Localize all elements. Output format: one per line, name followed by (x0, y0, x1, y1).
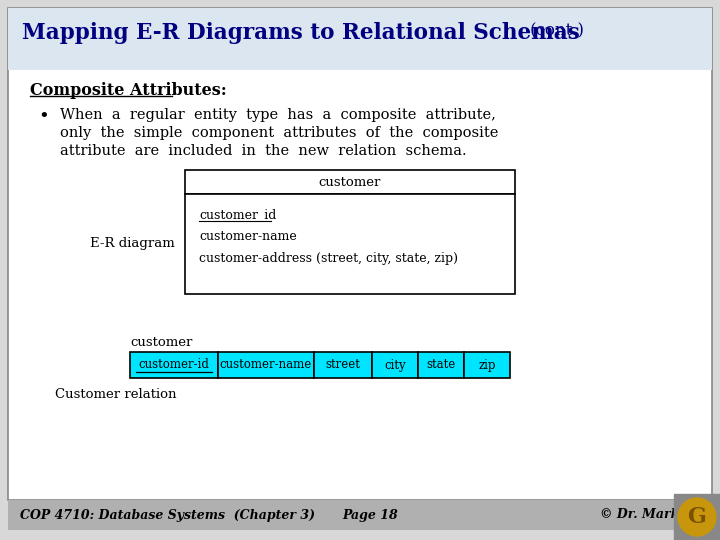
Circle shape (678, 498, 716, 536)
Text: (cont.): (cont.) (530, 22, 585, 39)
Text: city: city (384, 359, 406, 372)
Bar (464, 352, 510, 378)
Text: •: • (38, 108, 49, 126)
Text: © Dr. Mark: © Dr. Mark (600, 509, 679, 522)
Text: Mapping E-R Diagrams to Relational Schemas: Mapping E-R Diagrams to Relational Schem… (22, 22, 588, 44)
Text: customer-id: customer-id (138, 359, 210, 372)
Text: customer-name: customer-name (220, 359, 312, 372)
Text: G: G (688, 506, 706, 528)
Text: Composite Attributes:: Composite Attributes: (30, 82, 227, 99)
Text: state: state (426, 359, 456, 372)
Text: customer: customer (130, 336, 192, 349)
Text: only  the  simple  component  attributes  of  the  composite: only the simple component attributes of … (60, 126, 498, 140)
Bar (185, 170, 515, 194)
Text: customer-address (street, city, state, zip): customer-address (street, city, state, z… (199, 252, 458, 265)
Bar (8, 500, 712, 530)
Bar (314, 352, 372, 378)
Bar (372, 352, 418, 378)
Text: customer_id: customer_id (199, 208, 276, 221)
Text: Page 18: Page 18 (342, 509, 398, 522)
Text: Customer relation: Customer relation (55, 388, 176, 401)
Bar (130, 352, 218, 378)
Text: E-R diagram: E-R diagram (90, 238, 175, 251)
Text: COP 4710: Database Systems  (Chapter 3): COP 4710: Database Systems (Chapter 3) (20, 509, 315, 522)
Bar (185, 194, 515, 294)
Text: When  a  regular  entity  type  has  a  composite  attribute,: When a regular entity type has a composi… (60, 108, 496, 122)
Bar (8, 8, 712, 70)
Bar (674, 494, 720, 540)
Text: street: street (325, 359, 361, 372)
Text: customer-name: customer-name (199, 230, 297, 243)
Text: attribute  are  included  in  the  new  relation  schema.: attribute are included in the new relati… (60, 144, 467, 158)
Bar (218, 352, 314, 378)
Text: customer: customer (319, 176, 381, 188)
Bar (418, 352, 464, 378)
Text: zip: zip (478, 359, 496, 372)
